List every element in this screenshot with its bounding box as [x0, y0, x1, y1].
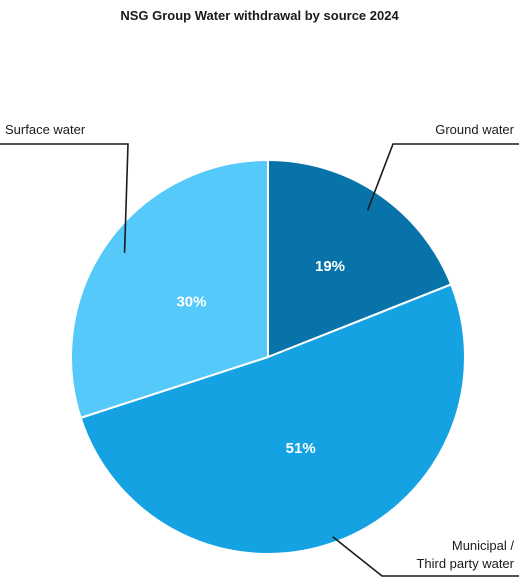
pie-slice-municipal-third-party-water — [79, 283, 466, 555]
slice-value-label: 19% — [315, 258, 345, 275]
pie-slice-surface-water — [70, 159, 269, 419]
slice-value-label: 30% — [176, 293, 206, 310]
slice-callouts: Ground water Municipal / Third party water… — [0, 122, 519, 577]
pie-slices — [70, 159, 466, 555]
callout-label: Surface water — [5, 122, 86, 137]
chart-title: NSG Group Water withdrawal by source 202… — [120, 8, 399, 23]
slice-value-label: 51% — [286, 440, 316, 457]
callout-leader-line — [366, 143, 519, 211]
slice-value-labels: 19% 51% 30% — [176, 258, 345, 457]
callout-leader-line — [332, 536, 519, 577]
callout-label: Municipal / Third party water — [416, 538, 514, 571]
callout-label: Ground water — [435, 122, 514, 137]
callout-leader-line — [0, 143, 129, 253]
pie-slice-ground-water — [267, 159, 453, 358]
